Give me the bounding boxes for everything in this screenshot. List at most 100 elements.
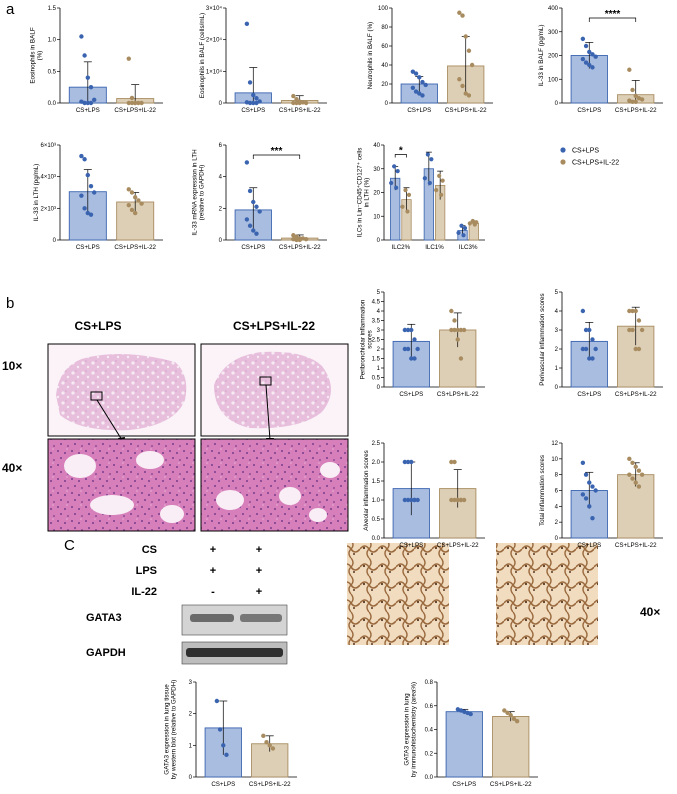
data-point xyxy=(254,96,259,101)
data-point xyxy=(630,99,635,105)
data-point xyxy=(251,199,256,205)
x-tick-label: CS+LPS+IL-22 xyxy=(490,781,532,788)
x-tick-label: CS+LPS+IL-22 xyxy=(279,244,321,251)
y-tick-label: 0 xyxy=(377,385,381,391)
data-point xyxy=(502,708,507,713)
data-point xyxy=(88,100,94,106)
y-axis-label-line: Eosinophils in BALF (cells/mL) xyxy=(199,13,206,98)
data-point xyxy=(593,488,598,493)
x-tick-label: CS+LPS+IL-22 xyxy=(437,391,479,398)
data-point xyxy=(129,207,135,213)
data-point xyxy=(409,497,414,503)
data-point xyxy=(82,206,87,211)
treatment-label-lps: LPS xyxy=(136,565,157,577)
alveolar-space xyxy=(279,487,301,505)
data-point xyxy=(270,746,276,751)
data-point xyxy=(126,100,131,106)
y-axis-label-line: GATA3 expression in lung tissue xyxy=(163,684,170,775)
panel-label-c: C xyxy=(64,537,75,554)
panel-label-b: b xyxy=(6,295,14,312)
data-point xyxy=(580,36,586,42)
data-point xyxy=(136,100,141,106)
data-point xyxy=(254,100,259,106)
treatment-mark: - xyxy=(211,586,215,598)
magnification-40x: 40× xyxy=(2,461,22,475)
y-axis-label-line: IL-33 mRNA expression in LTH xyxy=(191,149,198,236)
data-point xyxy=(251,228,256,233)
data-point xyxy=(463,91,468,96)
y-axis-label-line: GATA3 expression in lung xyxy=(403,693,410,766)
y-tick-label: 4×10³ xyxy=(40,175,56,181)
data-point xyxy=(633,93,638,99)
y-axis-label: Total inflammation scores xyxy=(539,455,546,526)
data-point xyxy=(267,743,272,748)
y-tick-label: 400 xyxy=(548,6,559,12)
data-point xyxy=(472,222,477,227)
x-tick-label: CS+LPS+IL-22 xyxy=(114,107,156,114)
y-axis-label: ILCs in Lin⁻CD45⁺CD127⁺ cellsin LTH (%) xyxy=(356,148,370,238)
data-point xyxy=(627,327,632,333)
y-tick-label: 100 xyxy=(378,6,389,12)
data-point xyxy=(392,164,397,169)
x-tick-label: CS+LPS xyxy=(407,107,431,114)
data-point xyxy=(251,100,256,106)
x-tick-label: CS+LPS xyxy=(76,107,100,114)
treatment-mark: + xyxy=(210,565,216,577)
western-blot-panel: CS + + LPS + + IL-22 - + GATA3 GAPDH xyxy=(86,544,288,665)
data-point xyxy=(389,180,394,186)
data-point xyxy=(410,69,416,74)
y-tick-label: 2.5 xyxy=(372,441,381,447)
data-point xyxy=(627,67,632,72)
ihc-image-cs-lps xyxy=(347,543,449,645)
y-tick-label: 0.4 xyxy=(425,728,434,734)
treatment-label-cs: CS xyxy=(142,544,157,556)
x-tick-label: CS+LPS+IL-22 xyxy=(615,107,657,114)
y-tick-label: 3.5 xyxy=(372,319,381,325)
legend-entry: CS+LPS xyxy=(572,148,599,155)
x-tick-label: CS+LPS+IL-22 xyxy=(615,391,657,398)
alveolar-space xyxy=(309,508,327,522)
data-point xyxy=(415,346,420,352)
y-tick-label: 5 xyxy=(377,290,381,296)
y-axis-label-line: Total inflammation scores xyxy=(539,455,546,526)
x-tick-label: CS+LPS xyxy=(241,107,265,114)
data-point xyxy=(261,733,266,739)
data-point xyxy=(429,157,434,162)
data-point xyxy=(460,83,465,89)
data-point xyxy=(221,743,226,748)
y-tick-label: 2×10⁴ xyxy=(206,37,223,44)
data-point xyxy=(508,713,513,718)
data-point xyxy=(409,356,414,361)
x-tick-label: CS+LPS+IL-22 xyxy=(615,542,657,549)
alveolar-space xyxy=(160,505,184,523)
data-point xyxy=(456,230,461,235)
data-point xyxy=(449,327,454,333)
data-point xyxy=(639,327,645,333)
data-point xyxy=(462,226,468,231)
data-point xyxy=(82,157,87,162)
data-point xyxy=(583,346,589,352)
data-point xyxy=(400,204,405,209)
alveolar-space xyxy=(216,490,244,510)
y-tick-label: 0.5 xyxy=(372,376,381,382)
x-tick-label: ILC3% xyxy=(459,244,478,251)
data-point xyxy=(470,218,475,224)
data-point xyxy=(639,97,645,102)
data-point xyxy=(403,188,408,193)
group-header-cs-lps-il22: CS+LPS+IL-22 xyxy=(233,319,315,333)
y-tick-label: 1.5 xyxy=(48,6,57,12)
legend-marker xyxy=(560,159,566,165)
y-tick-label: 2 xyxy=(189,712,193,718)
y-axis-label: GATA3 expression in lungby immunohistoch… xyxy=(403,682,417,777)
data-point xyxy=(405,346,411,352)
y-tick-label: 2 xyxy=(555,347,559,353)
bar xyxy=(492,715,530,778)
data-point xyxy=(583,43,589,49)
significance-bracket xyxy=(394,154,407,158)
x-tick-label: ILC1% xyxy=(425,244,444,251)
data-point xyxy=(587,62,592,68)
x-tick-label: CS+LPS+IL-22 xyxy=(249,781,291,788)
data-point xyxy=(254,204,259,209)
data-point xyxy=(440,178,445,183)
